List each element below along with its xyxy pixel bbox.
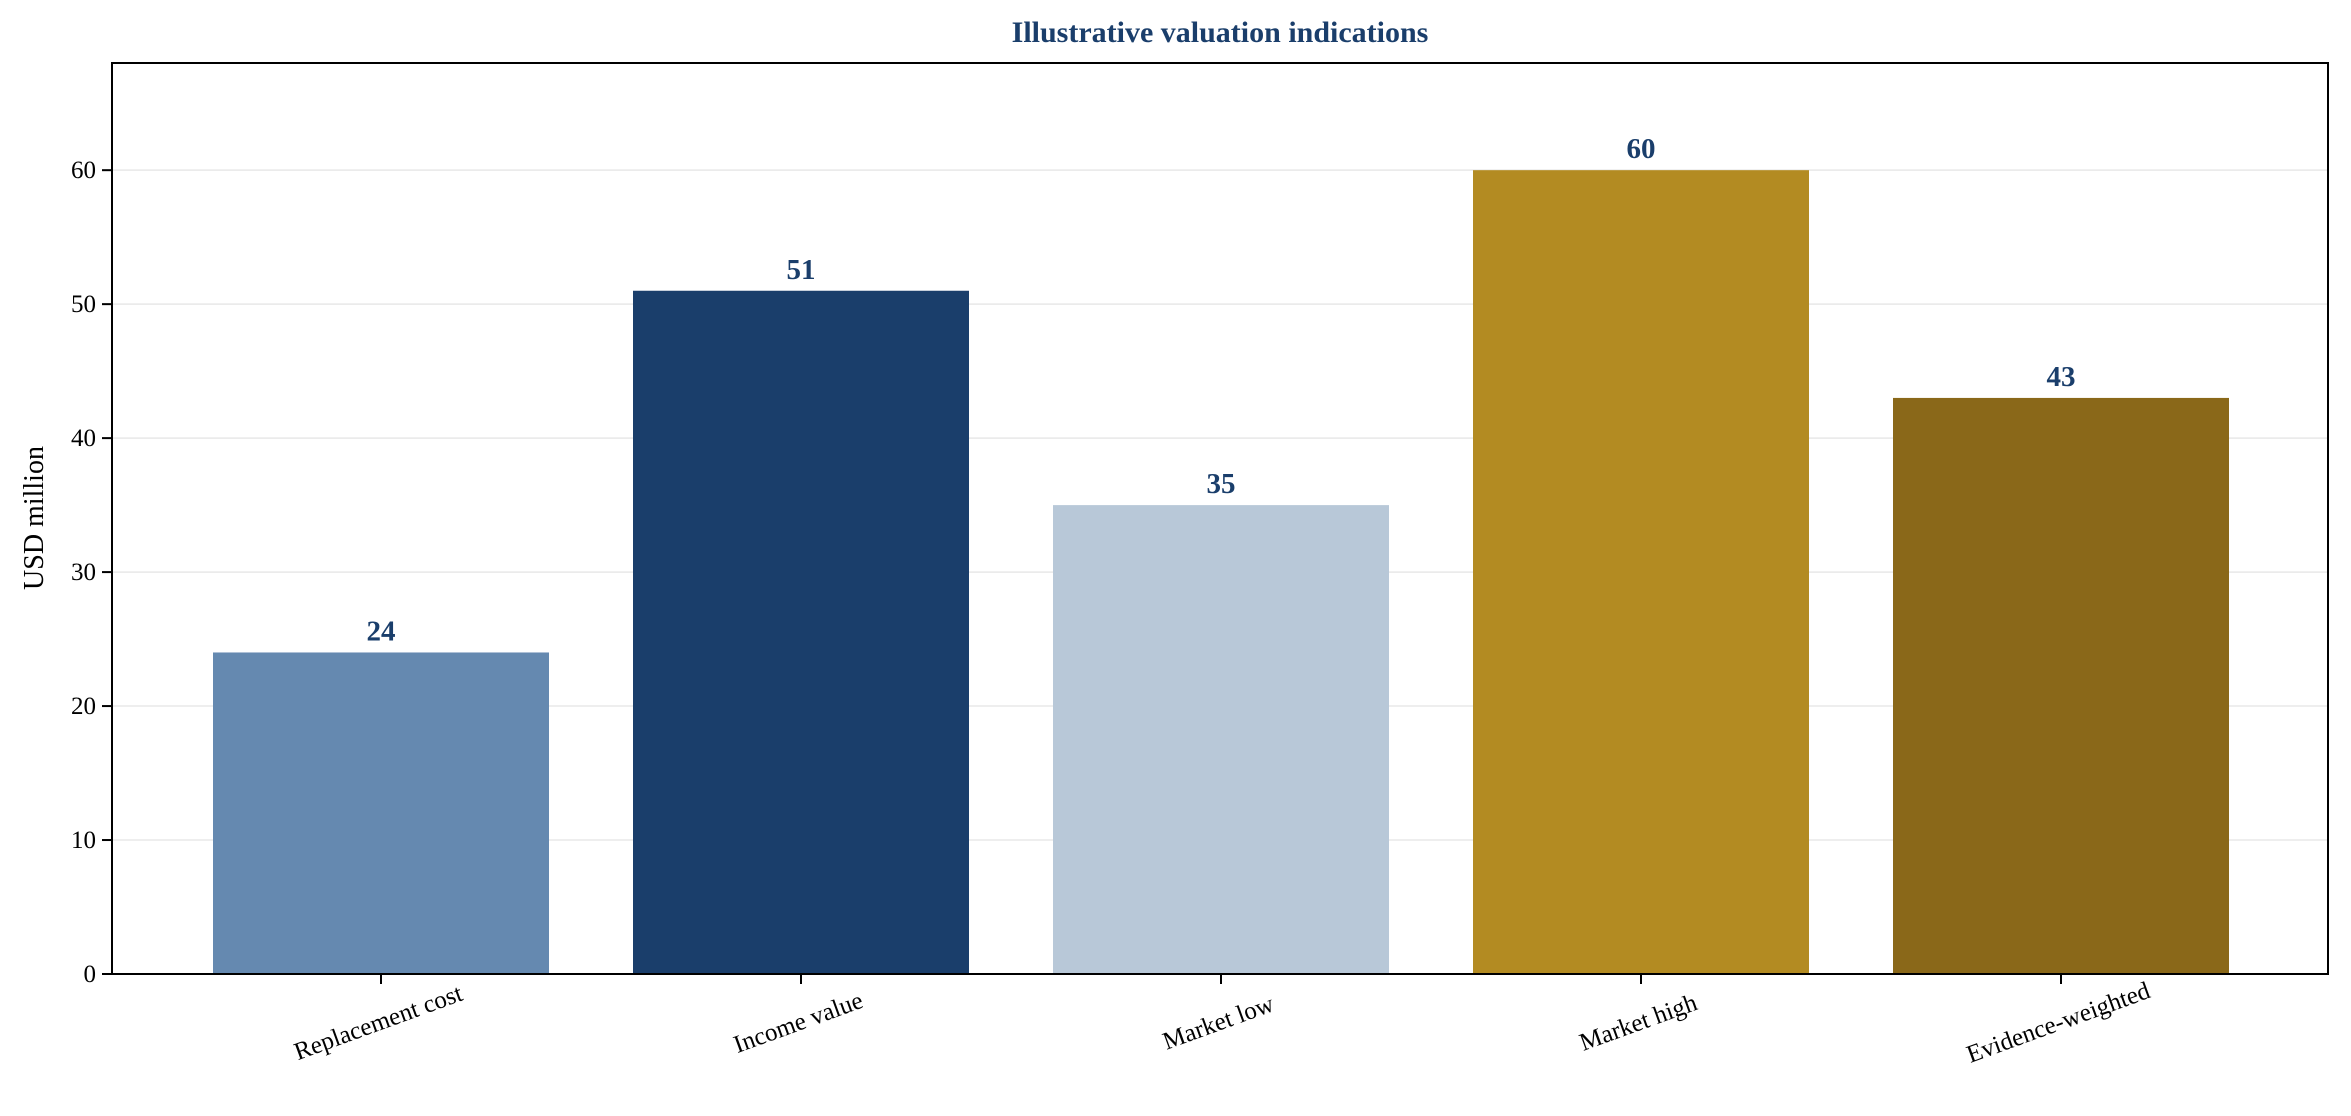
bar-value-label: 60 bbox=[1627, 133, 1656, 165]
bar bbox=[213, 652, 549, 974]
y-tick-label: 0 bbox=[84, 961, 97, 988]
x-tick-label: Market high bbox=[1576, 989, 1701, 1057]
bars bbox=[213, 170, 2229, 975]
y-tick-label: 10 bbox=[71, 827, 96, 854]
x-axis-ticks: Replacement cost Income value Market low Ma… bbox=[291, 974, 2154, 1069]
x-tick-label: Evidence-weighted bbox=[1963, 977, 2154, 1069]
bar-value-label: 43 bbox=[2047, 361, 2076, 393]
chart-title: Illustrative valuation indications bbox=[1012, 16, 1429, 49]
y-tick-label: 60 bbox=[71, 157, 96, 184]
y-axis-ticks: 0 10 20 30 40 50 60 bbox=[71, 157, 112, 988]
bar-value-label: 24 bbox=[367, 615, 396, 647]
y-tick-label: 20 bbox=[71, 693, 96, 720]
bar bbox=[1053, 505, 1389, 974]
y-tick-label: 40 bbox=[71, 425, 96, 452]
bar-value-label: 35 bbox=[1207, 468, 1236, 500]
y-tick-label: 30 bbox=[71, 559, 96, 586]
bar bbox=[1893, 397, 2229, 974]
value-labels: 24 51 35 60 43 bbox=[367, 133, 2076, 647]
bar-value-label: 51 bbox=[787, 254, 816, 286]
x-tick-label: Income value bbox=[730, 987, 866, 1059]
y-tick-label: 50 bbox=[71, 291, 96, 318]
y-axis-label: USD million bbox=[19, 446, 50, 590]
x-tick-label: Replacement cost bbox=[291, 980, 467, 1066]
bar bbox=[1473, 170, 1809, 975]
x-tick-label: Market low bbox=[1159, 990, 1277, 1055]
bar bbox=[633, 290, 969, 974]
